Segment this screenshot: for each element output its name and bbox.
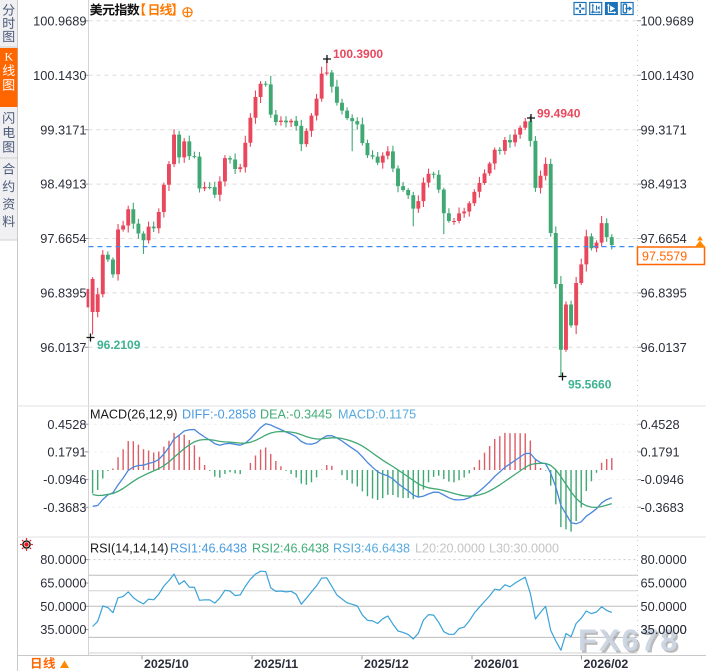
svg-text:96.2109: 96.2109 xyxy=(97,338,141,352)
svg-text:96.8395: 96.8395 xyxy=(641,286,687,301)
svg-text:0.4528: 0.4528 xyxy=(641,417,680,432)
svg-text:98.4913: 98.4913 xyxy=(40,177,86,192)
svg-text:100.3900: 100.3900 xyxy=(333,47,383,61)
svg-text:-0.3683: -0.3683 xyxy=(43,500,86,515)
svg-text:97.5579: 97.5579 xyxy=(642,250,687,264)
svg-text:RSI3:46.6438: RSI3:46.6438 xyxy=(333,542,410,556)
svg-text:2026/01: 2026/01 xyxy=(474,657,519,671)
svg-text:L30:30.0000: L30:30.0000 xyxy=(489,542,559,556)
svg-text:0.4528: 0.4528 xyxy=(47,417,86,432)
svg-text:DEA:-0.3445: DEA:-0.3445 xyxy=(260,408,332,422)
svg-text:100.1430: 100.1430 xyxy=(33,68,86,83)
svg-text:2025/10: 2025/10 xyxy=(144,657,189,671)
svg-text:97.6654: 97.6654 xyxy=(40,231,86,246)
svg-text:K: K xyxy=(4,50,13,64)
svg-text:99.3171: 99.3171 xyxy=(40,122,86,137)
svg-text:65.0000: 65.0000 xyxy=(40,576,86,591)
svg-text:FX678: FX678 xyxy=(580,625,681,660)
svg-text:98.4913: 98.4913 xyxy=(641,177,687,192)
svg-text:-0.0946: -0.0946 xyxy=(43,472,86,487)
svg-text:RSI(14,14,14): RSI(14,14,14) xyxy=(90,542,168,556)
svg-text:35.0000: 35.0000 xyxy=(641,622,687,637)
svg-text:MACD(26,12,9): MACD(26,12,9) xyxy=(90,408,178,422)
svg-text:97.6654: 97.6654 xyxy=(641,231,687,246)
svg-text:L20:20.0000: L20:20.0000 xyxy=(415,542,485,556)
svg-text:100.9689: 100.9689 xyxy=(641,13,694,28)
svg-text:50.0000: 50.0000 xyxy=(40,599,86,614)
svg-text:RSI1:46.6438: RSI1:46.6438 xyxy=(170,542,247,556)
svg-text:2025/12: 2025/12 xyxy=(364,657,409,671)
svg-text:DIFF:-0.2858: DIFF:-0.2858 xyxy=(182,408,256,422)
svg-text:100.1430: 100.1430 xyxy=(641,68,694,83)
svg-text:35.0000: 35.0000 xyxy=(641,622,687,637)
svg-text:MACD:0.1175: MACD:0.1175 xyxy=(338,408,416,422)
svg-text:95.5660: 95.5660 xyxy=(568,378,612,392)
svg-text:96.0137: 96.0137 xyxy=(40,340,86,355)
svg-text:99.3171: 99.3171 xyxy=(641,122,687,137)
svg-text:96.8395: 96.8395 xyxy=(40,286,86,301)
svg-text:80.0000: 80.0000 xyxy=(40,552,86,567)
svg-text:100.9689: 100.9689 xyxy=(33,13,86,28)
svg-text:0.1791: 0.1791 xyxy=(641,445,680,460)
svg-text:99.4940: 99.4940 xyxy=(537,107,581,121)
svg-text:2025/11: 2025/11 xyxy=(254,657,298,671)
svg-text:2026/02: 2026/02 xyxy=(584,657,629,671)
svg-text:35.0000: 35.0000 xyxy=(40,622,86,637)
svg-text:96.0137: 96.0137 xyxy=(641,340,687,355)
svg-text:65.0000: 65.0000 xyxy=(641,576,687,591)
svg-text:80.0000: 80.0000 xyxy=(641,552,687,567)
svg-text:-0.0946: -0.0946 xyxy=(641,472,684,487)
svg-text:50.0000: 50.0000 xyxy=(641,599,687,614)
svg-text:0.1791: 0.1791 xyxy=(47,445,86,460)
svg-text:FX678: FX678 xyxy=(578,623,679,658)
svg-text:RSI2:46.6438: RSI2:46.6438 xyxy=(252,542,329,556)
svg-text:-0.3683: -0.3683 xyxy=(641,500,684,515)
